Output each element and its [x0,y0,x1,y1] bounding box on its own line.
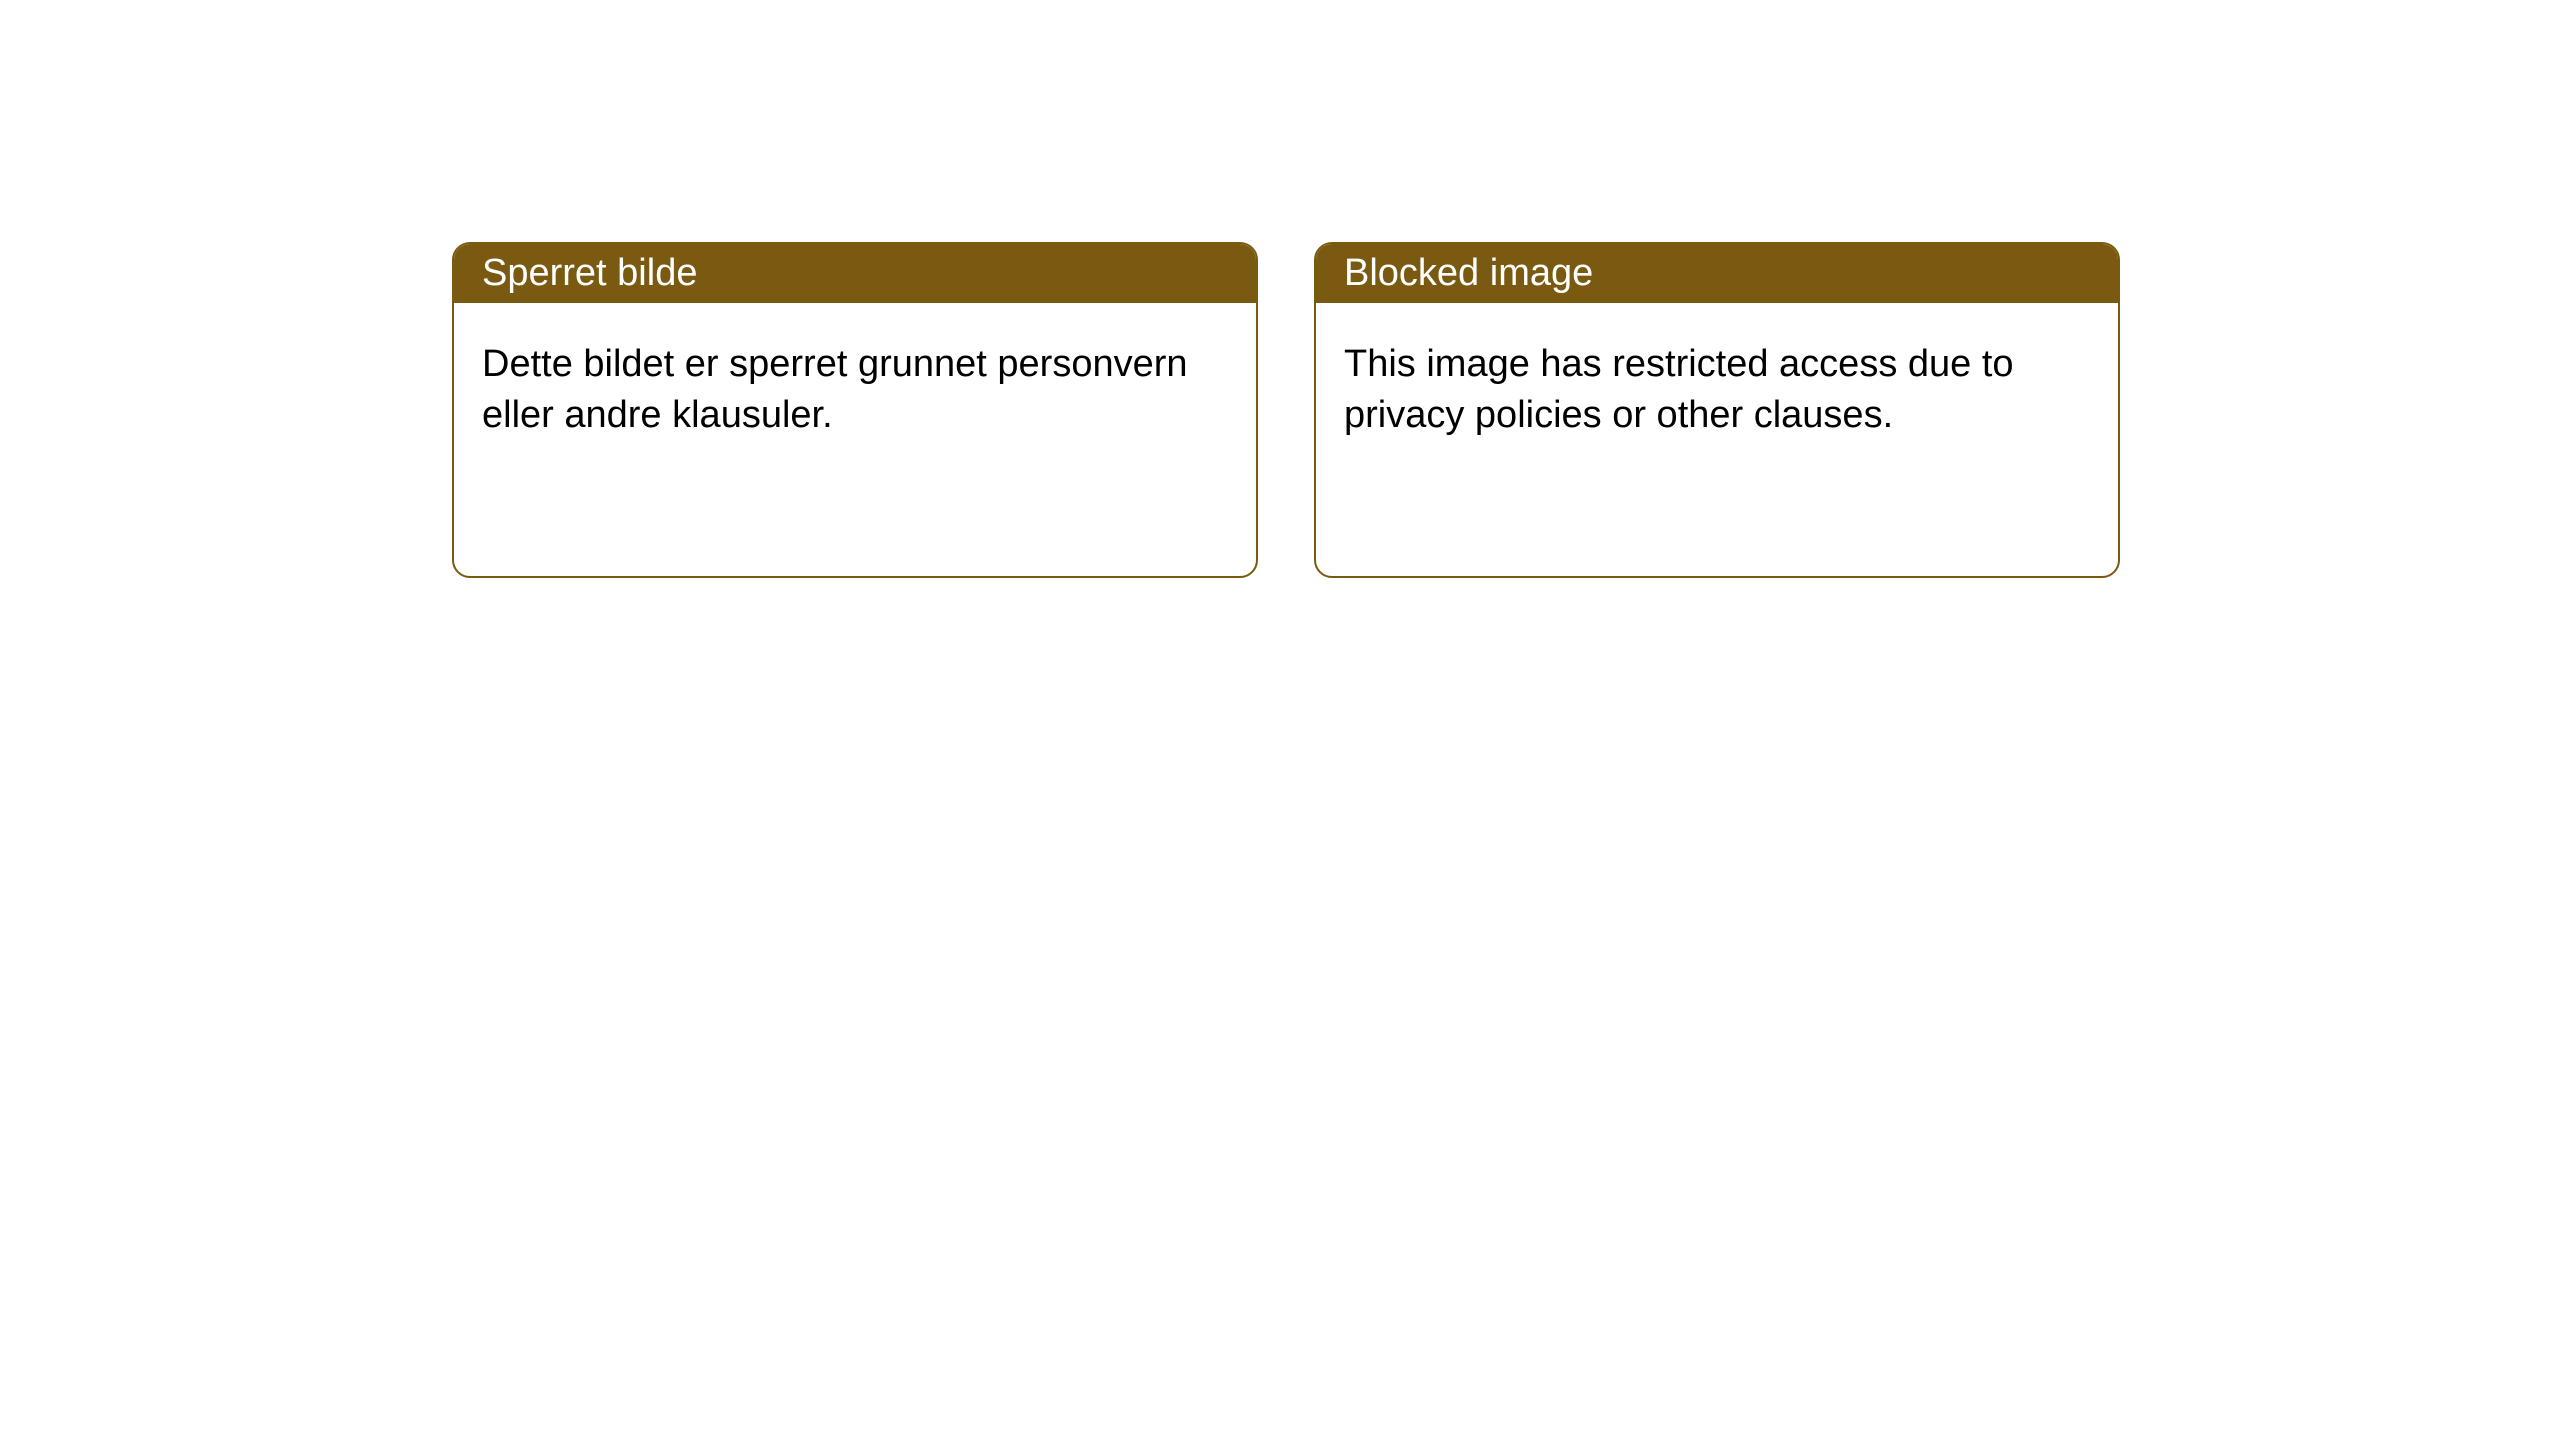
notice-body: This image has restricted access due to … [1316,303,2118,478]
notice-body: Dette bildet er sperret grunnet personve… [454,303,1256,478]
notice-box-english: Blocked image This image has restricted … [1314,242,2120,578]
notice-text: This image has restricted access due to … [1344,343,2014,436]
notice-title: Sperret bilde [482,252,697,294]
notice-container: Sperret bilde Dette bildet er sperret gr… [0,0,2560,578]
notice-box-norwegian: Sperret bilde Dette bildet er sperret gr… [452,242,1258,578]
notice-title: Blocked image [1344,252,1593,294]
notice-header: Sperret bilde [454,244,1256,303]
notice-header: Blocked image [1316,244,2118,303]
notice-text: Dette bildet er sperret grunnet personve… [482,343,1188,436]
